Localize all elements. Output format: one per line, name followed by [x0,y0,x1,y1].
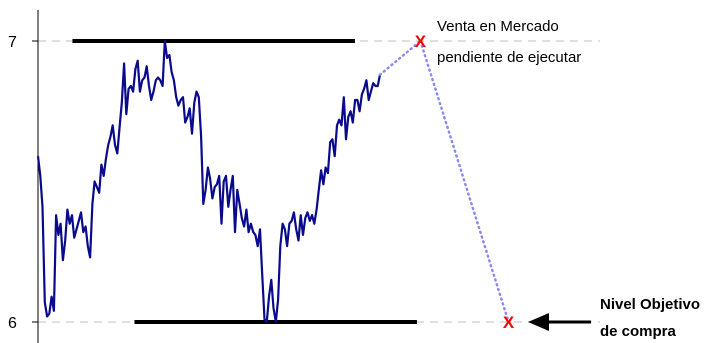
projection-up [378,39,422,76]
annotation-sell-line1: Venta en Mercado [437,18,559,35]
projection-lines [378,39,510,324]
price-series-line [36,39,382,324]
annotation-target-line2: de compra [600,323,677,340]
projection-down [419,39,510,324]
annotation-sell-line2: pendiente de ejecutar [437,49,581,66]
y-tick-label-6: 6 [8,315,17,332]
y-ticks: 76 [8,34,38,332]
marker-x-1: X [503,313,515,332]
arrow-left-icon [528,313,591,331]
annotation-target-line1: Nivel Objetivo [600,296,700,313]
marker-x-0: X [415,32,427,51]
projection-markers: XX [415,32,515,332]
y-tick-label-7: 7 [8,34,17,51]
